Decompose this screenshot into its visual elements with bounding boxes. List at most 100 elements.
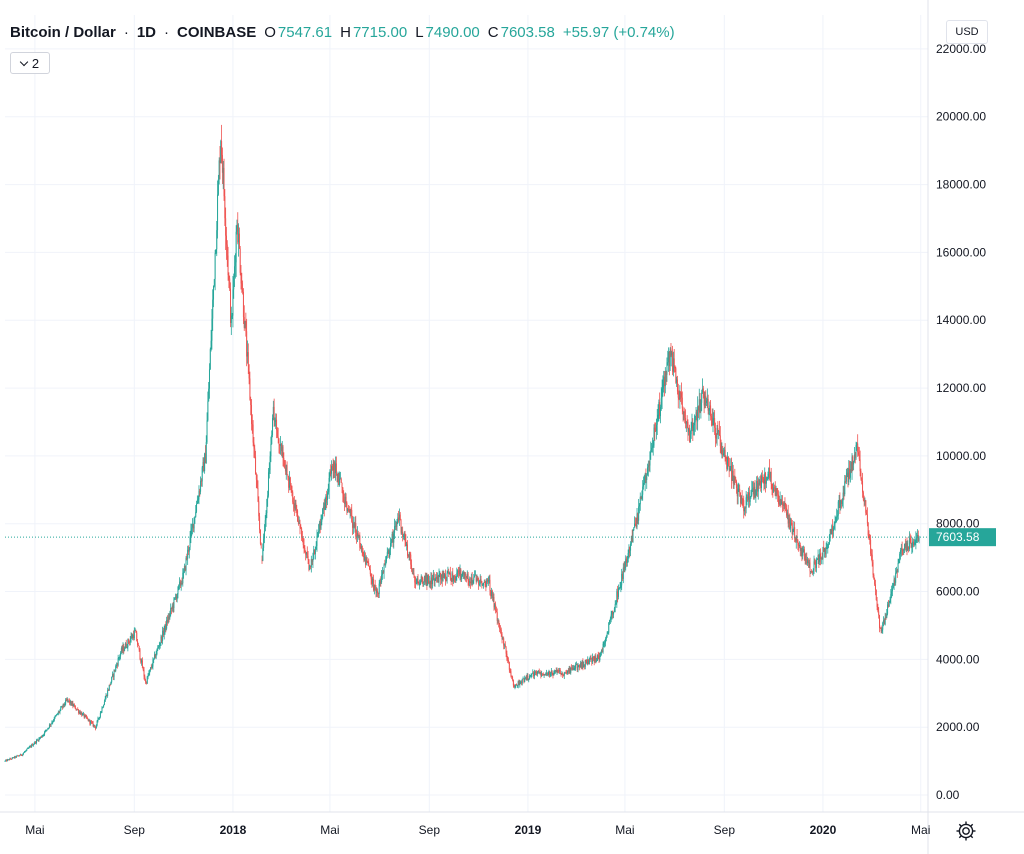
candle (611, 611, 613, 620)
x-tick-label: 2019 (515, 823, 542, 837)
candle (550, 671, 552, 677)
candle (293, 496, 295, 517)
x-tick-label: 2018 (220, 823, 247, 837)
candle (127, 638, 129, 652)
candle (396, 519, 398, 532)
candle (453, 575, 455, 583)
candle (810, 570, 812, 575)
candle (357, 530, 359, 539)
candle (741, 490, 743, 506)
candle (801, 545, 803, 562)
candle (288, 471, 290, 491)
candle (868, 530, 870, 540)
candle (836, 510, 838, 521)
candle (62, 703, 64, 709)
candle (130, 632, 132, 643)
candle (841, 498, 843, 507)
candle (452, 567, 454, 587)
candle (226, 240, 228, 267)
candle (47, 727, 49, 730)
candle (873, 573, 875, 580)
candle (870, 534, 872, 557)
candle (853, 460, 855, 471)
candle (380, 576, 382, 587)
candle (444, 569, 446, 586)
candle (792, 528, 794, 536)
candle (645, 468, 647, 484)
candle (485, 580, 487, 592)
candle (603, 641, 605, 648)
candle (67, 698, 69, 703)
candle (91, 721, 93, 724)
settings-button[interactable] (955, 820, 977, 842)
candle (606, 631, 608, 638)
candle (224, 189, 226, 226)
candle (626, 555, 628, 567)
candle (414, 575, 416, 589)
candle (297, 509, 299, 522)
candle (407, 554, 409, 558)
candle (597, 651, 599, 660)
candle (728, 457, 730, 478)
candle (532, 669, 534, 674)
candle (277, 427, 279, 444)
candle (157, 645, 159, 652)
candle (159, 642, 161, 649)
candle (445, 576, 447, 582)
candle (187, 545, 189, 555)
candle (235, 225, 237, 277)
currency-button[interactable]: USD (946, 20, 988, 44)
candle (212, 289, 214, 331)
candle (282, 444, 284, 467)
interval-label[interactable]: 1D (136, 24, 157, 41)
candle (94, 725, 96, 728)
candle (730, 458, 732, 471)
candle (756, 475, 758, 497)
candle (779, 491, 781, 506)
candle (325, 494, 327, 511)
candle (858, 446, 860, 462)
candle (791, 519, 793, 540)
candle (511, 675, 513, 680)
candle (248, 364, 250, 385)
candle (449, 566, 451, 581)
candle (251, 414, 253, 434)
candle (362, 547, 364, 558)
candle (202, 457, 204, 473)
y-tick-label: 12000.00 (936, 381, 986, 395)
last-price-badge (929, 528, 996, 547)
indicators-toggle[interactable]: 2 (10, 52, 50, 74)
candle (891, 582, 893, 597)
candle (584, 659, 586, 670)
candle (423, 575, 425, 586)
candle (914, 539, 916, 546)
candle (125, 639, 127, 649)
candle (107, 688, 109, 691)
candle (211, 309, 213, 350)
candle (25, 749, 27, 752)
candle (693, 422, 695, 436)
candle (694, 415, 696, 432)
candle (465, 572, 467, 582)
candle (210, 329, 212, 352)
candle (662, 375, 664, 397)
candle (478, 577, 480, 590)
candle (660, 387, 662, 411)
symbol-name[interactable]: Bitcoin / Dollar (10, 24, 116, 41)
candle (155, 650, 157, 660)
candle (487, 578, 489, 584)
candle (572, 665, 574, 671)
candle (219, 145, 221, 180)
candle (383, 563, 385, 579)
candle (4, 760, 6, 762)
candle (139, 648, 141, 661)
candle (423, 581, 425, 587)
candle (438, 568, 440, 587)
candle (38, 737, 40, 742)
candle (163, 625, 165, 640)
candle (656, 408, 658, 436)
candle (491, 589, 493, 601)
candle (98, 717, 100, 720)
